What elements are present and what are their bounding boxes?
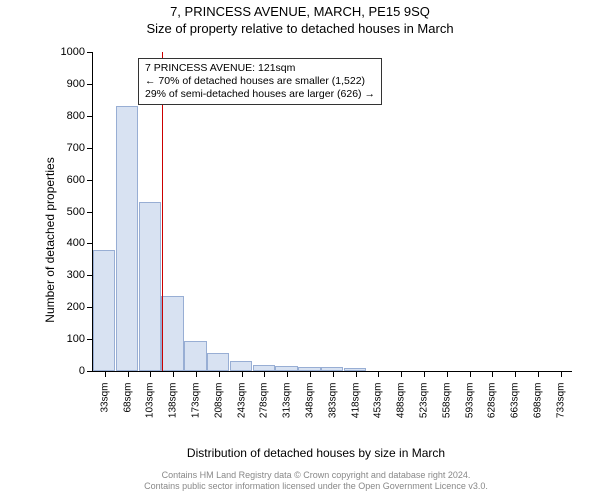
x-tick <box>561 371 562 377</box>
chart-title-line1: 7, PRINCESS AVENUE, MARCH, PE15 9SQ <box>0 4 600 19</box>
x-tick <box>378 371 379 377</box>
chart-title-line2: Size of property relative to detached ho… <box>0 21 600 36</box>
y-tick-label: 600 <box>67 174 85 186</box>
annotation-line2: ← 70% of detached houses are smaller (1,… <box>145 75 375 88</box>
x-tick <box>150 371 151 377</box>
x-tick-label: 208sqm <box>213 383 224 419</box>
y-tick-label: 500 <box>67 206 85 218</box>
x-tick <box>173 371 174 377</box>
x-tick <box>333 371 334 377</box>
plot-container: Number of detached properties 0100200300… <box>52 52 580 428</box>
x-tick-label: 173sqm <box>190 383 201 419</box>
x-tick <box>515 371 516 377</box>
x-tick <box>470 371 471 377</box>
footer-line2: Contains public sector information licen… <box>52 481 580 492</box>
x-tick-label: 453sqm <box>373 383 384 419</box>
x-tick-label: 103sqm <box>145 383 156 419</box>
histogram-bar <box>93 250 115 371</box>
x-tick-label: 628sqm <box>487 383 498 419</box>
x-tick <box>242 371 243 377</box>
histogram-bar <box>230 361 252 371</box>
y-tick <box>87 212 93 213</box>
x-tick-label: 733sqm <box>555 383 566 419</box>
histogram-bar <box>207 353 229 371</box>
x-tick <box>219 371 220 377</box>
x-tick-label: 558sqm <box>441 383 452 419</box>
histogram-bar <box>344 368 366 371</box>
histogram-bar <box>321 367 343 371</box>
histogram-bar <box>139 202 161 371</box>
y-tick-label: 400 <box>67 237 85 249</box>
y-tick-label: 300 <box>67 269 85 281</box>
x-tick <box>196 371 197 377</box>
annotation-line1: 7 PRINCESS AVENUE: 121sqm <box>145 62 375 75</box>
x-axis-label: Distribution of detached houses by size … <box>52 446 580 460</box>
x-tick <box>105 371 106 377</box>
y-tick <box>87 116 93 117</box>
histogram-bar <box>298 367 320 371</box>
x-tick <box>310 371 311 377</box>
x-tick-label: 313sqm <box>282 383 293 419</box>
x-tick-label: 348sqm <box>305 383 316 419</box>
x-tick-label: 488sqm <box>396 383 407 419</box>
x-tick <box>424 371 425 377</box>
y-axis-label: Number of detached properties <box>43 157 57 322</box>
y-tick-label: 1000 <box>61 46 85 58</box>
x-tick <box>447 371 448 377</box>
x-tick <box>538 371 539 377</box>
x-tick-label: 278sqm <box>259 383 270 419</box>
x-tick-label: 383sqm <box>327 383 338 419</box>
annotation-box: 7 PRINCESS AVENUE: 121sqm← 70% of detach… <box>138 58 382 105</box>
histogram-bar <box>116 106 138 371</box>
annotation-line3: 29% of semi-detached houses are larger (… <box>145 88 375 101</box>
x-tick-label: 138sqm <box>168 383 179 419</box>
x-tick-label: 523sqm <box>419 383 430 419</box>
plot-area: 0100200300400500600700800900100033sqm68s… <box>92 52 572 372</box>
y-tick-label: 900 <box>67 78 85 90</box>
y-tick <box>87 52 93 53</box>
histogram-bar <box>275 366 297 371</box>
x-tick <box>492 371 493 377</box>
y-tick-label: 700 <box>67 142 85 154</box>
histogram-bar <box>184 341 206 371</box>
x-tick <box>264 371 265 377</box>
x-tick <box>128 371 129 377</box>
attribution-footer: Contains HM Land Registry data © Crown c… <box>52 470 580 492</box>
x-tick <box>401 371 402 377</box>
y-tick <box>87 84 93 85</box>
histogram-bar <box>161 296 183 371</box>
x-tick-label: 663sqm <box>510 383 521 419</box>
x-tick-label: 698sqm <box>533 383 544 419</box>
y-tick-label: 0 <box>79 365 85 377</box>
y-tick-label: 800 <box>67 110 85 122</box>
y-tick <box>87 148 93 149</box>
y-tick-label: 100 <box>67 333 85 345</box>
x-tick-label: 243sqm <box>236 383 247 419</box>
y-tick <box>87 371 93 372</box>
x-tick <box>356 371 357 377</box>
x-tick-label: 33sqm <box>99 383 110 413</box>
y-tick <box>87 243 93 244</box>
y-tick-label: 200 <box>67 301 85 313</box>
x-tick-label: 68sqm <box>122 383 133 413</box>
histogram-bar <box>253 365 275 371</box>
x-tick <box>287 371 288 377</box>
x-tick-label: 593sqm <box>464 383 475 419</box>
x-tick-label: 418sqm <box>350 383 361 419</box>
y-tick <box>87 180 93 181</box>
footer-line1: Contains HM Land Registry data © Crown c… <box>52 470 580 481</box>
